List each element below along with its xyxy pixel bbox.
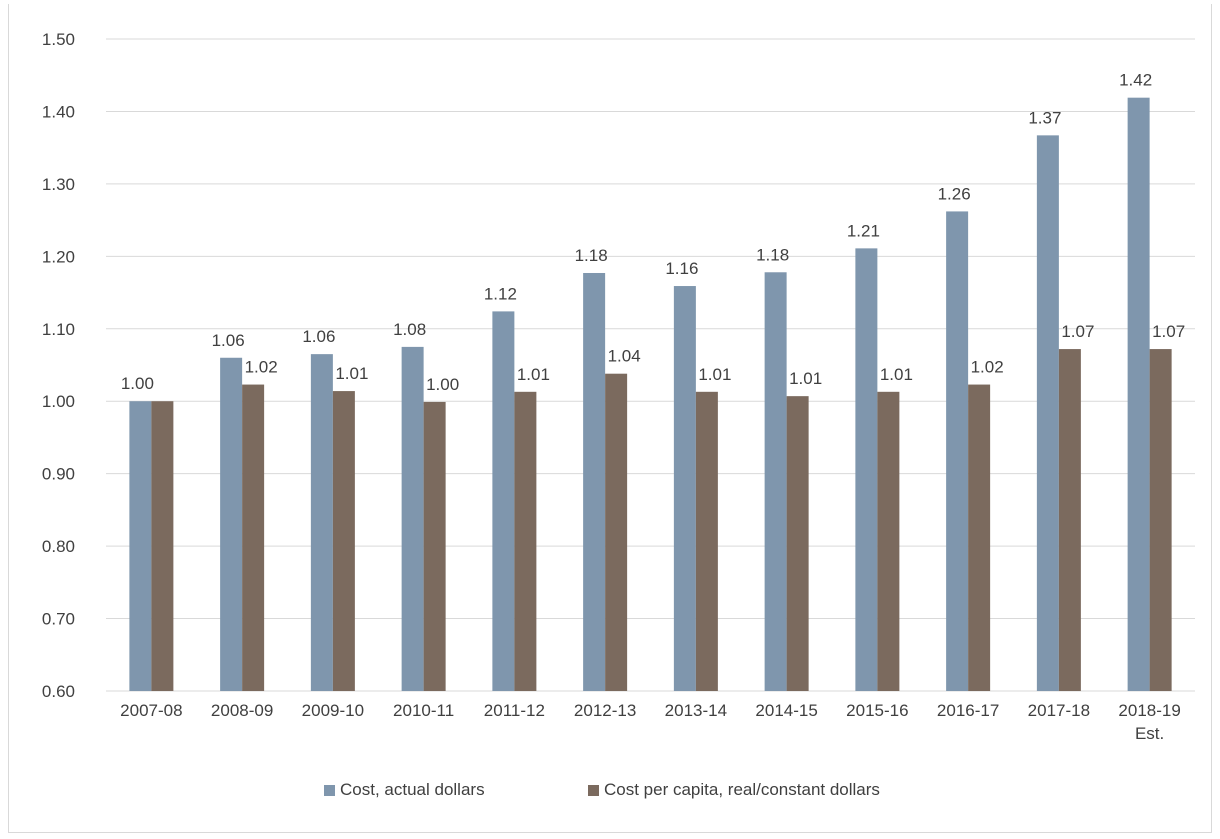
bar-per-capita-real <box>423 401 446 691</box>
bar-actual-dollars <box>492 311 515 691</box>
y-tick-label: 1.10 <box>42 320 75 339</box>
y-axis: 0.60 0.70 0.80 0.90 1.00 1.10 1.20 1.30 1.40 1.50 <box>42 30 75 701</box>
data-labels: 1.001.061.021.061.011.081.001.121.011.18… <box>121 71 1185 394</box>
bar-per-capita-real <box>877 391 900 691</box>
legend-label: Cost per capita, real/constant dollars <box>604 780 880 799</box>
data-label-actual: 1.12 <box>484 284 517 303</box>
data-label-actual: 1.06 <box>212 331 245 350</box>
data-label-actual: 1.18 <box>756 245 789 264</box>
bar-actual-dollars <box>855 248 878 691</box>
data-label-per-capita: 1.02 <box>245 358 278 377</box>
bar-actual-dollars <box>129 401 152 691</box>
bar-actual-dollars <box>401 346 424 691</box>
bar-actual-dollars <box>583 272 606 691</box>
x-tick-label: 2012-13 <box>574 701 636 720</box>
data-label-actual: 1.08 <box>393 320 426 339</box>
x-tick-label: 2013-14 <box>665 701 727 720</box>
data-label-per-capita: 1.01 <box>698 365 731 384</box>
data-label-per-capita: 1.02 <box>971 358 1004 377</box>
x-axis: 2007-08 2008-09 2009-10 2010-11 2011-12 2012-… <box>120 701 1181 743</box>
y-tick-label: 0.60 <box>42 682 75 701</box>
bar-actual-dollars <box>1127 97 1150 692</box>
x-tick-label: 2016-17 <box>937 701 999 720</box>
data-label-actual: 1.26 <box>938 184 971 203</box>
bar-per-capita-real <box>695 391 718 691</box>
bar-per-capita-real <box>605 373 628 691</box>
x-tick-label: Est. <box>1135 724 1164 743</box>
gridlines <box>106 38 1195 692</box>
bar-chart: 0.60 0.70 0.80 0.90 1.00 1.10 1.20 1.30 1.40 1.50… <box>42 30 1195 799</box>
bar-per-capita-real <box>1058 349 1081 691</box>
bars <box>129 97 1172 692</box>
y-tick-label: 1.20 <box>42 247 75 266</box>
x-tick-label: 2008-09 <box>211 701 273 720</box>
y-tick-label: 0.80 <box>42 537 75 556</box>
chart-area: 0.60 0.70 0.80 0.90 1.00 1.10 1.20 1.30 1.40 1.50… <box>8 4 1212 833</box>
bar-per-capita-real <box>151 401 174 691</box>
data-label-per-capita: 1.04 <box>608 347 641 366</box>
bar-per-capita-real <box>968 384 991 691</box>
data-label-per-capita: 1.01 <box>335 364 368 383</box>
x-tick-label: 2007-08 <box>120 701 182 720</box>
data-label-actual: 1.00 <box>121 374 154 393</box>
y-tick-label: 1.50 <box>42 30 75 49</box>
data-label-per-capita: 1.01 <box>789 369 822 388</box>
bar-actual-dollars <box>1036 135 1059 692</box>
legend: Cost, actual dollars Cost per capita, rea… <box>324 780 880 799</box>
x-tick-label: 2018-19 <box>1118 701 1180 720</box>
data-label-per-capita: 1.00 <box>426 375 459 394</box>
data-label-actual: 1.37 <box>1028 108 1061 127</box>
data-label-per-capita: 1.07 <box>1152 322 1185 341</box>
bar-actual-dollars <box>673 286 696 691</box>
y-tick-label: 1.00 <box>42 392 75 411</box>
y-tick-label: 0.70 <box>42 610 75 629</box>
bar-per-capita-real <box>786 396 809 691</box>
x-tick-label: 2011-12 <box>484 701 545 720</box>
data-label-actual: 1.18 <box>575 246 608 265</box>
data-label-per-capita: 1.01 <box>517 365 550 384</box>
x-tick-label: 2009-10 <box>302 701 364 720</box>
data-label-actual: 1.21 <box>847 221 880 240</box>
data-label-actual: 1.06 <box>302 327 335 346</box>
x-tick-label: 2015-16 <box>846 701 908 720</box>
bar-actual-dollars <box>946 211 969 691</box>
bar-actual-dollars <box>310 354 333 691</box>
bar-per-capita-real <box>514 391 537 691</box>
bar-per-capita-real <box>242 384 265 691</box>
bar-actual-dollars <box>220 357 243 691</box>
data-label-per-capita: 1.01 <box>880 365 913 384</box>
bar-per-capita-real <box>332 391 355 691</box>
legend-swatch <box>588 785 599 796</box>
y-tick-label: 1.40 <box>42 102 75 121</box>
data-label-actual: 1.42 <box>1119 71 1152 90</box>
x-tick-label: 2010-11 <box>393 701 454 720</box>
data-label-actual: 1.16 <box>665 259 698 278</box>
x-tick-label: 2017-18 <box>1028 701 1090 720</box>
bar-per-capita-real <box>1149 349 1172 691</box>
y-tick-label: 0.90 <box>42 465 75 484</box>
y-tick-label: 1.30 <box>42 175 75 194</box>
legend-label: Cost, actual dollars <box>340 780 485 799</box>
legend-swatch <box>324 785 335 796</box>
bar-actual-dollars <box>764 272 787 691</box>
x-tick-label: 2014-15 <box>755 701 817 720</box>
data-label-per-capita: 1.07 <box>1061 322 1094 341</box>
